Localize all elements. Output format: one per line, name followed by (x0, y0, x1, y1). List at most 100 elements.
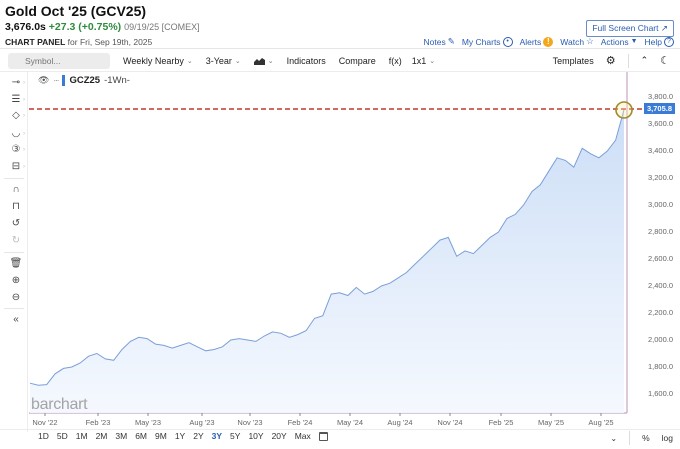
moon-icon[interactable]: ☾ (660, 55, 670, 67)
bottom-divider (0, 429, 680, 430)
range-5d[interactable]: 5D (56, 431, 68, 441)
x-tick-label: Nov '23 (237, 418, 263, 427)
templates-button[interactable]: Templates (552, 55, 594, 66)
chart-panel-label: CHART PANEL for Fri, Sep 19th, 2025 (5, 37, 152, 47)
x-tick-label: May '23 (134, 418, 162, 427)
log-scale-button[interactable]: log (661, 433, 673, 443)
toolbar-divider (0, 71, 680, 72)
help-button[interactable]: Help? (644, 36, 674, 47)
watch-button[interactable]: Watch ☆ (560, 36, 593, 47)
calendar-icon[interactable] (318, 432, 328, 441)
full-screen-chart-button[interactable]: Full Screen Chart ↗ (586, 20, 674, 37)
range-max[interactable]: Max (294, 431, 311, 441)
undo-icon[interactable]: ↺ (11, 218, 21, 229)
range-1m[interactable]: 1M (75, 431, 88, 441)
star-icon: ☆ (586, 36, 594, 46)
x-tick-label: Feb '24 (287, 418, 313, 427)
notes-button[interactable]: Notes ✎ (423, 36, 454, 47)
layout-label: 1x1 (411, 55, 427, 66)
range-3m[interactable]: 3M (115, 431, 128, 441)
eye-icon[interactable]: 👁 (38, 75, 50, 85)
collapse-up-icon[interactable]: ⌃ (640, 55, 649, 65)
my-charts-button[interactable]: My Charts • (462, 36, 513, 47)
chart-type-dropdown[interactable]: ⌄ (253, 57, 274, 65)
series-legend: 👁 ··· GCZ25 -1Wn- (38, 75, 130, 86)
y-tick-label: 3,000.0 (648, 200, 674, 209)
zoom-in-icon[interactable]: ⊕ (11, 275, 21, 286)
range-2y[interactable]: 2Y (193, 431, 204, 441)
chevron-down-icon: ⌄ (234, 57, 241, 65)
numbered-icon[interactable]: ③ (11, 144, 21, 155)
header-actions: Notes ✎ My Charts • Alerts! Watch ☆ Actions… (423, 36, 674, 47)
trash-icon[interactable]: 🗑 (9, 258, 23, 269)
chevron-right-icon: › (23, 113, 25, 119)
expand-down-icon[interactable]: ⌄ (610, 433, 618, 443)
range-2m[interactable]: 2M (95, 431, 108, 441)
range-dropdown[interactable]: 3-Year ⌄ (206, 56, 241, 66)
range-1y[interactable]: 1Y (174, 431, 186, 441)
lock-icon[interactable]: ⊓ (12, 201, 20, 212)
actions-dropdown[interactable]: Actions ▼ (601, 37, 638, 47)
redo-icon[interactable]: ↻ (11, 235, 21, 246)
magnet-icon[interactable]: ∩ (12, 184, 20, 195)
range-1d[interactable]: 1D (38, 431, 49, 441)
measure-icon[interactable]: ⊟ (11, 161, 21, 172)
scale-options: ⌄ % log (610, 431, 673, 445)
chevron-right-icon: › (23, 164, 25, 170)
fib-icon[interactable]: ☰ (11, 94, 21, 105)
range-20y[interactable]: 20Y (271, 431, 287, 441)
more-options-icon[interactable]: ··· (53, 76, 59, 85)
circle-dot-icon: • (502, 36, 513, 47)
fx-button[interactable]: f(x) (388, 55, 402, 66)
price-change: +27.3 (+0.75%) (48, 21, 122, 33)
chart-panel-title: CHART PANEL (5, 37, 66, 47)
interval-dropdown[interactable]: Weekly Nearby ⌄ (123, 56, 193, 66)
alert-icon: ! (543, 36, 554, 47)
tools-divider (4, 308, 24, 309)
alerts-button[interactable]: Alerts! (520, 36, 554, 47)
gear-icon[interactable]: ⚙ (605, 55, 616, 67)
chevron-right-icon: › (23, 80, 25, 86)
shapes-icon[interactable]: ◇ (12, 110, 20, 121)
crosshair-icon[interactable]: ⊸ (11, 77, 21, 88)
x-tick-label: May '25 (537, 418, 565, 427)
edit-icon: ✎ (447, 36, 455, 46)
x-tick-label: Aug '24 (387, 418, 413, 427)
y-tick-label: 3,800.0 (648, 92, 674, 101)
range-9m[interactable]: 9M (155, 431, 167, 441)
help-icon: ? (664, 36, 674, 47)
indicators-button[interactable]: Indicators (286, 55, 326, 66)
y-tick-label: 2,000.0 (648, 335, 674, 344)
range-3y[interactable]: 3Y (211, 431, 223, 441)
help-label: Help (644, 36, 662, 47)
highlight-circle (615, 101, 633, 119)
quote-line: 3,676.0s +27.3 (+0.75%) 09/19/25 [COMEX] (5, 21, 200, 33)
compare-button[interactable]: Compare (338, 55, 376, 66)
x-tick-label: Aug '23 (189, 418, 215, 427)
header-divider (0, 48, 680, 49)
collapse-icon[interactable]: « (13, 314, 19, 325)
percent-scale-button[interactable]: % (642, 433, 650, 443)
x-tick-label: May '24 (336, 418, 364, 427)
range-10y[interactable]: 10Y (248, 431, 264, 441)
full-screen-label: Full Screen Chart (592, 23, 659, 33)
watch-label: Watch (560, 36, 585, 47)
toolbar-separator (627, 53, 629, 68)
last-price-tag: 3,705.8 (644, 103, 675, 114)
chart-panel-date: for Fri, Sep 19th, 2025 (67, 37, 153, 47)
chart-toolbar: Weekly Nearby⌄ 3-Year⌄ ⌄ Indicators Comp… (0, 50, 680, 71)
zoom-out-icon[interactable]: ⊖ (11, 292, 21, 303)
x-tick-label: Feb '23 (85, 418, 111, 427)
range-5y[interactable]: 5Y (230, 431, 241, 441)
caret-down-icon: ▼ (630, 38, 638, 45)
date-exchange: 09/19/25 [COMEX] (124, 22, 200, 32)
curve-icon[interactable]: ◡ (11, 128, 21, 139)
symbol-search-input[interactable] (8, 52, 110, 69)
range-6m[interactable]: 6M (135, 431, 147, 441)
layout-dropdown[interactable]: 1x1 ⌄ (412, 56, 435, 66)
y-tick-label: 2,200.0 (648, 308, 674, 317)
y-tick-label: 1,800.0 (648, 362, 674, 371)
x-axis-ticks (44, 413, 602, 416)
area-chart-icon (253, 57, 265, 65)
